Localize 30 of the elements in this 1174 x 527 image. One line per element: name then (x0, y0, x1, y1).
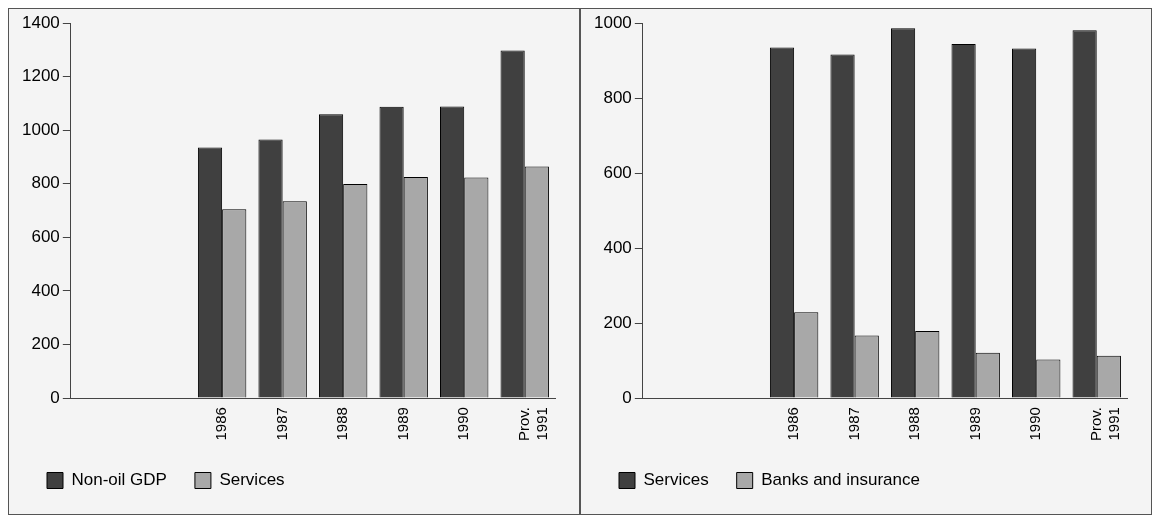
x-tick-label: 1990 (454, 407, 472, 441)
y-tick-label: 400 (31, 280, 60, 300)
x-tick-label: 1989 (965, 407, 983, 441)
x-tick-label: 1988 (333, 407, 351, 441)
x-tick-label: 1986 (212, 407, 230, 441)
x-tick-label: 1990 (1026, 407, 1044, 441)
x-tick-label: Prov. 1991 (514, 407, 550, 442)
x-tick-label: Prov. 1991 (1086, 407, 1122, 442)
y-tick-label: 1200 (21, 66, 60, 86)
y-tick-label: 200 (603, 312, 632, 332)
x-tick-label: 1987 (272, 407, 290, 441)
x-tick-label: 1986 (784, 407, 802, 441)
y-tick-label: 1000 (593, 12, 632, 32)
legend-label: Services (643, 470, 709, 490)
y-tick-label: 400 (603, 237, 632, 257)
y-tick-label: 200 (31, 334, 60, 354)
y-tick-label: 0 (622, 387, 632, 407)
x-tick-label: 1987 (844, 407, 862, 441)
y-tick-label: 1000 (21, 119, 60, 139)
y-tick-label: 800 (31, 173, 60, 193)
y-tick-label: 0 (50, 387, 60, 407)
y-tick-label: 600 (603, 162, 632, 182)
y-tick-label: 600 (31, 227, 60, 247)
legend-label: Non-oil GDP (71, 470, 167, 490)
x-tick-label: 1988 (905, 407, 923, 441)
x-tick-label: 1989 (393, 407, 411, 441)
y-tick-label: 1400 (21, 12, 60, 32)
legend-label: Banks and insurance (761, 470, 920, 490)
legend-label: Services (219, 470, 285, 490)
y-tick-label: 800 (603, 87, 632, 107)
